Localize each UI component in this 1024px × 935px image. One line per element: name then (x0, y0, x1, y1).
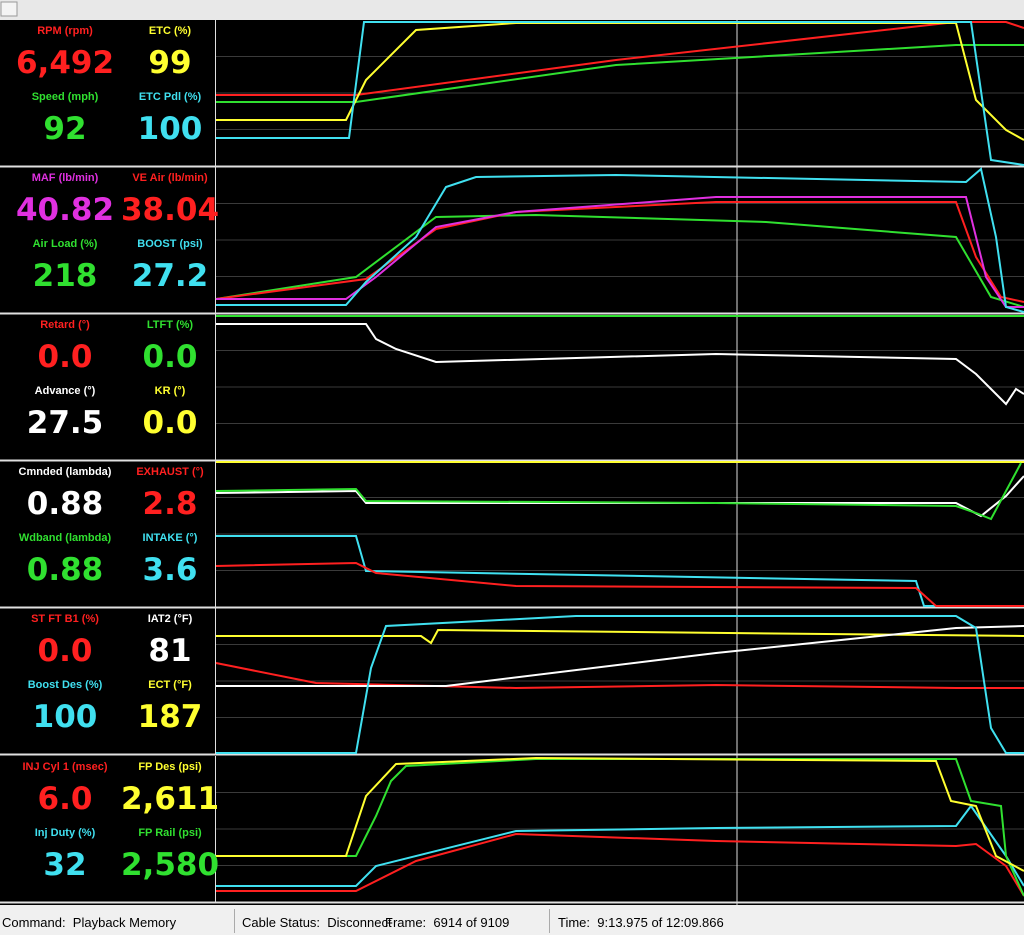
gauge-label: Wdband (lambda) (19, 532, 112, 544)
gauge-label: Advance (°) (35, 385, 96, 397)
gauge-label: INTAKE (°) (143, 532, 198, 544)
gauge-label: FP Rail (psi) (138, 827, 202, 839)
gauge-label: Boost Des (%) (28, 679, 103, 691)
gauge-label: MAF (lb/min) (32, 172, 99, 184)
gauge-label: LTFT (%) (147, 319, 194, 331)
trace (215, 475, 1024, 518)
trace (216, 832, 1024, 897)
gauge-value: 99 (148, 45, 191, 81)
gauge-label: Retard (°) (40, 319, 90, 331)
trace-group (215, 167, 1024, 313)
frame-status: Frame: 6914 of 9109 (385, 915, 510, 930)
gauge-value: 27.2 (132, 258, 209, 294)
trace (216, 167, 1024, 313)
trace (215, 462, 1022, 521)
status-bar: Command: Playback Memory Cable Status: D… (0, 905, 1024, 935)
gauge-value: 0.88 (27, 552, 104, 588)
trace-group (216, 756, 1024, 897)
trace (216, 756, 1024, 872)
command-status: Command: Playback Memory (2, 915, 177, 930)
gauge-label: INJ Cyl 1 (msec) (23, 761, 108, 773)
gauge-label: ECT (°F) (148, 679, 192, 691)
gauge-value: 2,580 (121, 847, 219, 883)
gauge-label: VE Air (lb/min) (132, 172, 208, 184)
logger-view: RPM (rpm) 6,492 ETC (%) 99 Speed (mph) 92 ETC … (0, 0, 1024, 905)
gauge-value: 0.0 (38, 633, 93, 669)
trace (216, 44, 1024, 103)
trace-group (216, 315, 1024, 406)
gauges: RPM (rpm) 6,492 ETC (%) 99 Speed (mph) 92 ETC … (16, 25, 219, 883)
gauge-value: 6,492 (16, 45, 114, 81)
scrollbar[interactable] (0, 0, 1024, 20)
gauge-label: EXHAUST (°) (136, 466, 204, 478)
trace (216, 21, 1024, 96)
trace (215, 213, 1024, 308)
time-status: Time: 9:13.975 of 12:09.866 (558, 915, 724, 930)
trace (215, 662, 1024, 690)
gauge-value: 2,611 (121, 781, 219, 817)
gauge-label: ETC Pdl (%) (139, 91, 202, 103)
gauge-value: 0.0 (143, 339, 198, 375)
trace (216, 628, 1024, 645)
gauge-value: 40.82 (16, 192, 114, 228)
gauge-value: 218 (33, 258, 98, 294)
gauge-label: IAT2 (°F) (148, 613, 193, 625)
gauge-label: Air Load (%) (33, 238, 98, 250)
gauge-value: 81 (148, 633, 191, 669)
gauge-value: 2.8 (143, 486, 198, 522)
trace (216, 323, 1024, 406)
trace-group (215, 461, 1024, 607)
scroll-button[interactable] (0, 1, 18, 17)
gauge-value: 100 (33, 699, 98, 735)
trace (215, 561, 1024, 607)
trace (216, 615, 1024, 754)
gauge-value: 38.04 (121, 192, 219, 228)
gauge-value: 0.0 (143, 405, 198, 441)
gauge-label: KR (°) (155, 385, 186, 397)
gauge-value: 27.5 (27, 405, 104, 441)
gauge-label: Cmnded (lambda) (19, 466, 112, 478)
gauge-label: ETC (%) (149, 25, 192, 37)
gauge-value: 100 (138, 111, 203, 147)
gauge-value: 3.6 (143, 552, 198, 588)
trace (216, 625, 1024, 687)
cable-status: Cable Status: Disconnect (242, 915, 392, 930)
trace (216, 21, 1024, 166)
gauge-label: RPM (rpm) (37, 25, 93, 37)
gauge-value: 32 (43, 847, 86, 883)
gauge-value: 6.0 (38, 781, 93, 817)
gauge-label: Inj Duty (%) (35, 827, 96, 839)
gauge-value: 0.0 (38, 339, 93, 375)
gauge-value: 187 (138, 699, 203, 735)
gauge-value: 0.88 (27, 486, 104, 522)
gauge-label: FP Des (psi) (138, 761, 202, 773)
gauge-label: Speed (mph) (32, 91, 99, 103)
trace-group (215, 615, 1024, 754)
trace (216, 804, 1024, 887)
gauge-label: BOOST (psi) (137, 238, 203, 250)
gauge-label: ST FT B1 (%) (31, 613, 99, 625)
gauge-value: 92 (43, 111, 86, 147)
trace-group (216, 21, 1024, 166)
